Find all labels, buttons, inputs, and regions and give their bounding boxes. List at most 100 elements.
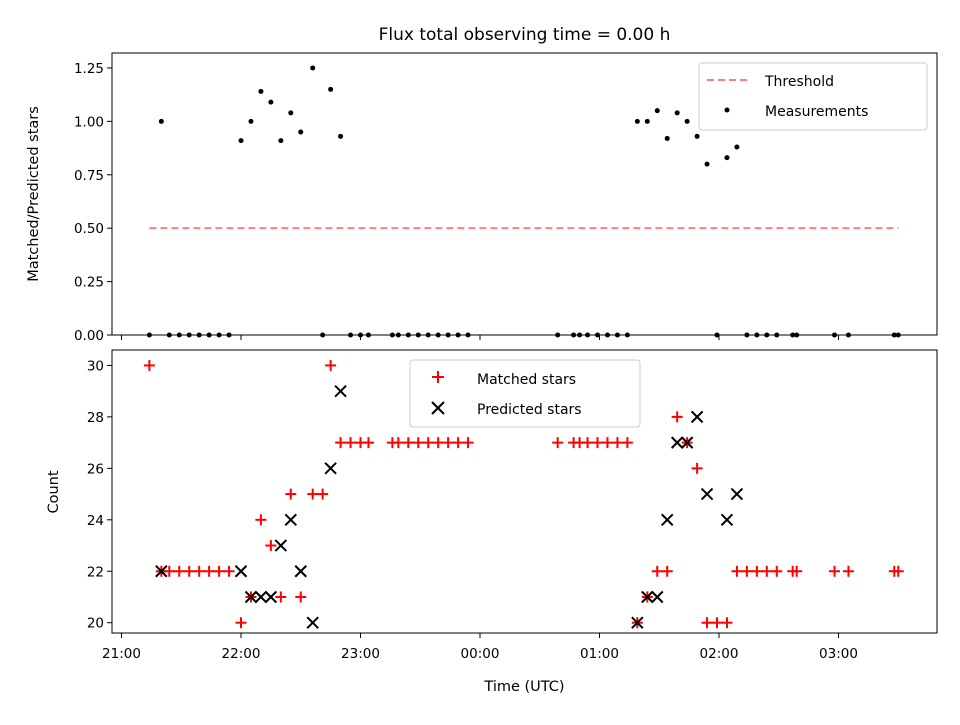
matched-star-point — [791, 565, 803, 577]
matched-star-point — [402, 437, 414, 449]
top-y-axis-label: Matched/Predicted stars — [26, 106, 42, 282]
matched-star-point — [325, 359, 337, 371]
predicted-star-point — [254, 590, 268, 604]
matched-star-point — [731, 565, 743, 577]
predicted-star-point — [730, 487, 744, 501]
predicted-star-point — [294, 565, 307, 578]
matched-star-point — [295, 591, 307, 603]
predicted-star-point — [680, 436, 694, 449]
legend-matched-label: Matched stars — [477, 372, 576, 388]
x-tick-label: 22:00 — [222, 646, 261, 662]
matched-star-point — [183, 565, 195, 577]
y-tick-label: 30 — [87, 358, 104, 374]
measurement-point — [664, 135, 670, 141]
measurement-point — [238, 138, 244, 144]
matched-star-point — [452, 437, 464, 449]
measurement-point — [684, 118, 690, 124]
predicted-star-point — [274, 539, 288, 552]
bottom-plot-frame — [111, 349, 938, 634]
y-tick-label: 0.75 — [74, 168, 104, 184]
matched-star-point — [601, 437, 613, 449]
matched-star-point — [842, 565, 854, 577]
predicted-star-point — [284, 513, 297, 527]
matched-star-point — [235, 617, 247, 629]
matched-star-point — [345, 437, 357, 449]
measurement-point — [310, 65, 316, 71]
y-tick-label: 0.25 — [74, 275, 104, 291]
top-legend: Threshold Measurements — [698, 62, 928, 131]
measurement-point — [288, 110, 294, 116]
x-tick-label: 03:00 — [819, 646, 858, 662]
matched-star-point — [721, 617, 733, 629]
y-tick-label: 0.50 — [74, 221, 104, 237]
matched-star-point — [611, 437, 623, 449]
x-tick-label: 01:00 — [580, 646, 619, 662]
matched-star-point — [422, 437, 434, 449]
matched-star-point — [223, 565, 235, 577]
y-tick-label: 28 — [87, 410, 104, 426]
matched-star-point — [163, 565, 175, 577]
matched-star-point — [275, 591, 287, 603]
y-tick-label: 1.25 — [74, 61, 104, 77]
matched-star-point — [392, 437, 404, 449]
matched-star-point — [552, 437, 564, 449]
measurement-point — [158, 118, 164, 124]
matched-star-point — [751, 565, 763, 577]
y-tick-label: 24 — [87, 513, 104, 529]
y-tick-label: 1.00 — [74, 114, 104, 130]
matched-star-point — [362, 437, 374, 449]
measurement-point — [268, 99, 274, 105]
y-tick-label: 0.00 — [74, 328, 104, 344]
measurement-point — [704, 161, 710, 167]
legend-matched-swatch — [432, 371, 444, 383]
top-chart-title: Flux total observing time = 0.00 h — [379, 25, 671, 45]
matched-star-point — [592, 437, 604, 449]
predicted-star-point — [641, 590, 654, 604]
bottom-legend: Matched stars Predicted stars — [409, 359, 641, 428]
measurement-point — [338, 133, 344, 139]
x-tick-label: 00:00 — [461, 646, 500, 662]
matched-star-point — [741, 565, 753, 577]
measurement-point — [654, 108, 660, 114]
x-tick-label: 23:00 — [341, 646, 380, 662]
legend-predicted-swatch — [431, 401, 445, 415]
x-tick-label: 02:00 — [700, 646, 739, 662]
predicted-star-point — [244, 590, 258, 604]
measurement-point — [258, 88, 264, 94]
predicted-star-point — [264, 590, 278, 604]
top-axis-ticks: 0.00 0.25 0.50 0.75 1.00 1.25 — [74, 61, 839, 344]
matched-star-point — [661, 565, 673, 577]
matched-star-point — [203, 565, 215, 577]
measurement-point — [298, 129, 304, 135]
matched-star-point — [193, 565, 205, 577]
predicted-star-point — [670, 436, 684, 449]
matched-star-point — [307, 488, 319, 500]
predicted-star-point — [661, 513, 674, 527]
matched-star-point — [651, 565, 663, 577]
matched-star-point — [761, 565, 773, 577]
matched-star-point — [255, 514, 267, 526]
measurement-point — [248, 118, 254, 124]
legend-measurements-label: Measurements — [765, 104, 868, 120]
measurement-point — [674, 110, 680, 116]
matched-star-point — [432, 437, 444, 449]
top-plot-frame — [111, 52, 938, 336]
matched-star-point — [173, 565, 185, 577]
predicted-star-point — [334, 384, 347, 398]
predicted-star-point — [234, 565, 248, 578]
matched-star-point — [143, 359, 155, 371]
predicted-star-point — [690, 410, 704, 424]
measurement-point — [734, 144, 740, 150]
matched-star-point — [829, 565, 841, 577]
matched-star-point — [582, 437, 594, 449]
x-tick-label: 21:00 — [102, 646, 141, 662]
predicted-star-point — [631, 616, 644, 629]
bottom-y-axis-label: Count — [46, 470, 62, 513]
matched-star-point — [892, 565, 904, 577]
predicted-star-point — [651, 590, 664, 604]
predicted-star-point — [155, 565, 168, 578]
predicted-star-point — [324, 462, 337, 475]
measurement-point — [694, 133, 700, 139]
y-tick-label: 20 — [87, 616, 104, 632]
